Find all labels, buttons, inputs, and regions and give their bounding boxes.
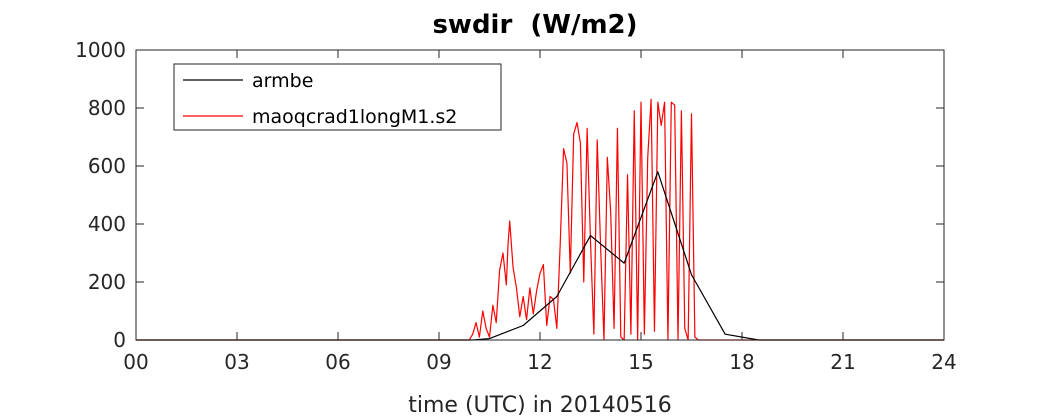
y-tick-label: 200 [88, 270, 126, 294]
y-tick-label: 800 [88, 96, 126, 120]
x-tick-label: 21 [830, 350, 855, 374]
y-tick-label: 1000 [75, 38, 126, 62]
y-tick-label: 400 [88, 212, 126, 236]
x-tick-label: 18 [729, 350, 754, 374]
chart-title: swdir (W/m2) [432, 10, 637, 40]
x-tick-label: 00 [123, 350, 148, 374]
y-tick-label: 0 [113, 328, 126, 352]
x-axis-label: time (UTC) in 20140516 [408, 393, 672, 417]
x-tick-label: 15 [628, 350, 653, 374]
x-tick-label: 09 [426, 350, 451, 374]
legend-label-armbe: armbe [252, 70, 313, 92]
series-line-maoqcrad1longm1-s2 [136, 98, 944, 341]
legend-box [173, 63, 502, 131]
x-tick-label: 24 [931, 350, 956, 374]
x-tick-label: 12 [527, 350, 552, 374]
axes-box [135, 49, 945, 341]
x-tick-label: 03 [224, 350, 249, 374]
y-tick-label: 600 [88, 154, 126, 178]
legend: armbe maoqcrad1longM1.s2 [173, 63, 502, 131]
y-tick-labels: 0 200 400 600 800 1000 [75, 38, 126, 352]
legend-label-maoqcrad1longM1: maoqcrad1longM1.s2 [252, 106, 457, 128]
x-tick-labels: 00 03 06 09 12 15 18 21 24 [123, 350, 956, 374]
x-tick-label: 06 [325, 350, 350, 374]
